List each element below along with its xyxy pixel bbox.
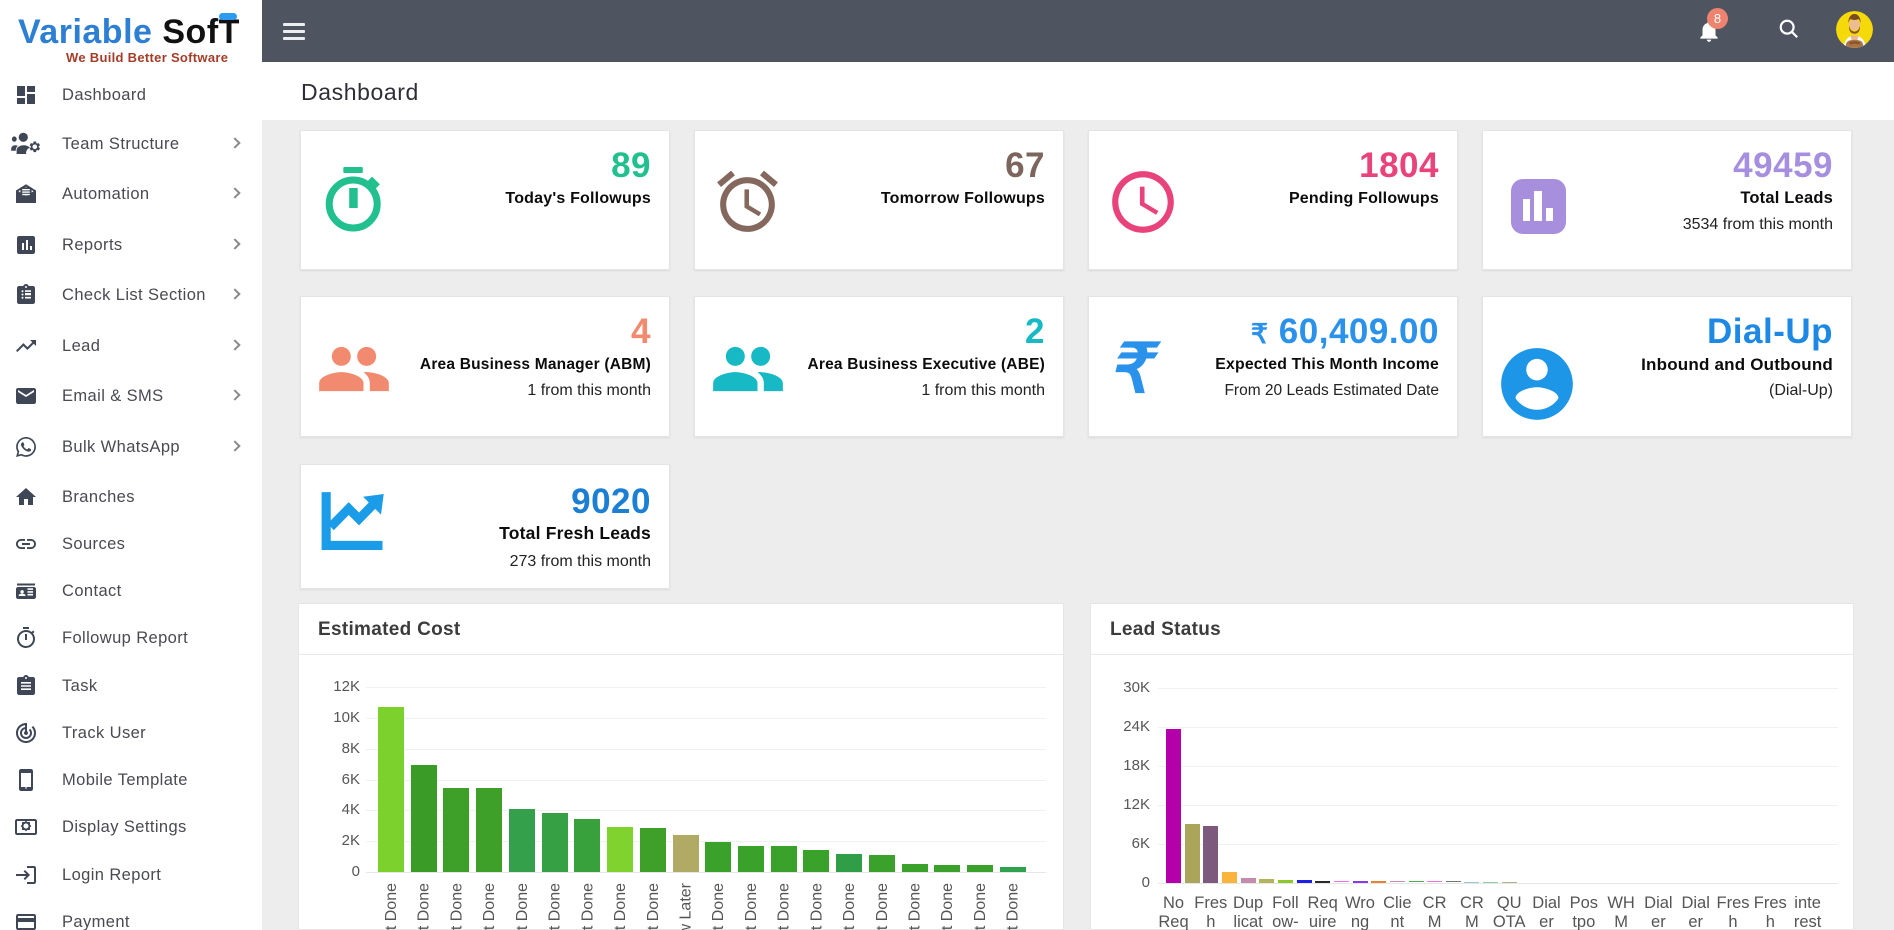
svg-text:Appointment Done: Appointment Done — [874, 883, 891, 930]
svg-text:Appointment Done: Appointment Done — [416, 883, 433, 930]
svg-text:Appointment Done: Appointment Done — [808, 883, 825, 930]
svg-text:Appointment Done: Appointment Done — [710, 883, 727, 930]
svg-text:Appointment Done: Appointment Done — [841, 883, 858, 930]
svg-text:Appointment Done: Appointment Done — [579, 883, 596, 930]
svg-text:Appointment Done: Appointment Done — [383, 883, 400, 930]
svg-text:Appointment Done: Appointment Done — [776, 883, 793, 930]
svg-text:Follow Later: Follow Later — [678, 882, 695, 930]
svg-text:Appointment Done: Appointment Done — [547, 883, 564, 930]
svg-text:Appointment Done: Appointment Done — [907, 883, 924, 930]
svg-text:Appointment Done: Appointment Done — [645, 883, 662, 930]
svg-text:Appointment Done: Appointment Done — [939, 883, 956, 930]
svg-text:Appointment Done: Appointment Done — [1005, 883, 1022, 930]
svg-text:Appointment Done: Appointment Done — [743, 883, 760, 930]
svg-text:Appointment Done: Appointment Done — [612, 883, 629, 930]
svg-text:Appointment Done: Appointment Done — [514, 883, 531, 930]
svg-text:Appointment Done: Appointment Done — [481, 883, 498, 930]
svg-text:Appointment Done: Appointment Done — [448, 883, 465, 930]
svg-text:Appointment Done: Appointment Done — [972, 883, 989, 930]
